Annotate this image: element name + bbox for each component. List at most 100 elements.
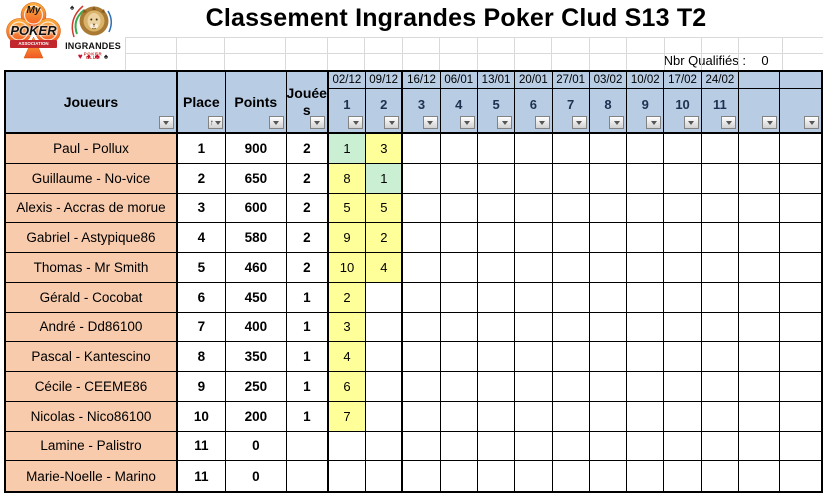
game-result-cell[interactable] [552,342,590,372]
game-result-cell[interactable] [478,461,516,491]
game-result-cell[interactable] [440,431,479,462]
game-number-header-cell[interactable]: 2 [366,89,404,134]
game-result-cell[interactable] [552,193,590,224]
game-result-cell[interactable] [552,163,590,194]
game-result-cell[interactable]: 1 [328,134,367,164]
jouees-cell[interactable]: 1 [286,312,329,343]
game-result-cell[interactable] [515,431,553,462]
game-number-header-cell[interactable]: 9 [627,89,665,134]
game-result-cell[interactable] [739,461,780,491]
game-result-cell[interactable] [478,282,516,313]
player-name-cell[interactable]: Paul - Pollux [6,134,178,164]
game-result-cell[interactable] [738,342,780,372]
game-result-cell[interactable]: 5 [328,193,367,224]
jouees-cell[interactable]: 2 [286,163,329,194]
game-result-cell[interactable] [552,372,590,402]
points-cell[interactable]: 600 [225,193,287,224]
game-result-cell[interactable] [515,163,553,194]
place-cell[interactable]: 9 [177,372,226,402]
game-result-cell[interactable] [515,461,553,491]
game-number-header-cell[interactable]: 11 [701,89,739,134]
game-result-cell[interactable] [589,253,628,283]
game-result-cell[interactable] [701,193,739,224]
game-result-cell[interactable] [403,253,441,283]
game-result-cell[interactable] [779,223,821,253]
date-header-cell[interactable]: 02/12 [328,72,367,89]
game-result-cell[interactable] [664,342,702,372]
game-result-cell[interactable] [701,342,739,372]
filter-button[interactable] [497,116,513,129]
game-result-cell[interactable] [738,282,780,313]
game-result-cell[interactable] [779,342,821,372]
game-result-cell[interactable] [403,223,441,253]
game-result-cell[interactable] [478,401,516,432]
game-result-cell[interactable]: 4 [366,253,404,283]
filter-button[interactable] [571,116,587,129]
game-result-cell[interactable] [590,461,628,491]
game-result-cell[interactable] [515,342,553,372]
date-header-cell[interactable]: 20/01 [515,72,553,89]
game-result-cell[interactable] [403,431,441,462]
jouees-cell[interactable]: 1 [286,372,329,402]
game-result-cell[interactable]: 3 [366,134,404,164]
game-result-cell[interactable]: 6 [328,372,367,402]
game-result-cell[interactable] [403,372,441,402]
game-result-cell[interactable] [627,431,665,462]
game-result-cell[interactable] [738,253,780,283]
place-cell[interactable]: 11 [177,431,226,462]
date-header-cell[interactable]: 16/12 [403,72,441,89]
game-result-cell[interactable] [440,372,479,402]
game-result-cell[interactable] [515,372,553,402]
game-result-cell[interactable] [664,372,702,402]
game-result-cell[interactable] [589,342,628,372]
game-number-header-cell[interactable]: 8 [589,89,628,134]
game-result-cell[interactable]: 7 [328,401,367,432]
game-result-cell[interactable] [366,282,404,313]
game-result-cell[interactable] [664,312,702,343]
points-cell[interactable]: 250 [225,372,287,402]
game-result-cell[interactable] [589,134,628,164]
game-result-cell[interactable] [779,372,821,402]
game-result-cell[interactable]: 10 [328,253,367,283]
date-header-cell[interactable]: 17/02 [664,72,702,89]
player-name-cell[interactable]: Lamine - Palistro [6,431,178,462]
jouees-cell[interactable]: 2 [286,223,329,253]
player-name-cell[interactable]: Gabriel - Astypique86 [6,223,178,253]
game-result-cell[interactable] [589,193,628,224]
game-result-cell[interactable] [478,372,516,402]
game-result-cell[interactable] [552,223,590,253]
place-cell[interactable]: 8 [177,342,226,372]
game-result-cell[interactable] [366,312,404,343]
game-result-cell[interactable] [515,223,553,253]
place-cell[interactable]: 10 [177,401,226,432]
game-result-cell[interactable] [328,431,367,462]
game-result-cell[interactable] [627,193,665,224]
game-result-cell[interactable] [440,134,479,164]
jouees-cell[interactable]: 1 [286,401,329,432]
game-result-cell[interactable] [738,134,780,164]
game-result-cell[interactable] [738,372,780,402]
date-header-cell[interactable] [739,72,780,89]
game-result-cell[interactable] [664,461,702,491]
place-cell[interactable]: 6 [177,282,226,313]
player-name-cell[interactable]: Gérald - Cocobat [6,282,178,313]
date-header-cell[interactable]: 06/01 [440,72,478,89]
game-result-cell[interactable] [701,163,739,194]
game-result-cell[interactable] [738,223,780,253]
game-result-cell[interactable] [366,461,404,491]
game-result-cell[interactable] [552,253,590,283]
game-number-header-cell[interactable]: 7 [552,89,590,134]
player-name-cell[interactable]: Cécile - CEEME86 [6,372,178,402]
game-result-cell[interactable] [478,253,516,283]
filter-button[interactable] [762,116,777,129]
points-cell[interactable]: 400 [225,312,287,343]
game-number-header-cell[interactable] [780,89,821,134]
game-result-cell[interactable] [738,401,780,432]
game-result-cell[interactable] [627,163,665,194]
game-result-cell[interactable] [779,194,821,224]
game-result-cell[interactable] [589,431,628,462]
game-result-cell[interactable] [440,401,479,432]
date-header-cell[interactable] [780,72,821,89]
filter-button[interactable] [384,116,400,129]
game-number-header-cell[interactable]: 6 [515,89,553,134]
